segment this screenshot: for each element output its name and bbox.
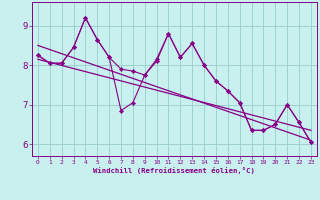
X-axis label: Windchill (Refroidissement éolien,°C): Windchill (Refroidissement éolien,°C) (93, 167, 255, 174)
